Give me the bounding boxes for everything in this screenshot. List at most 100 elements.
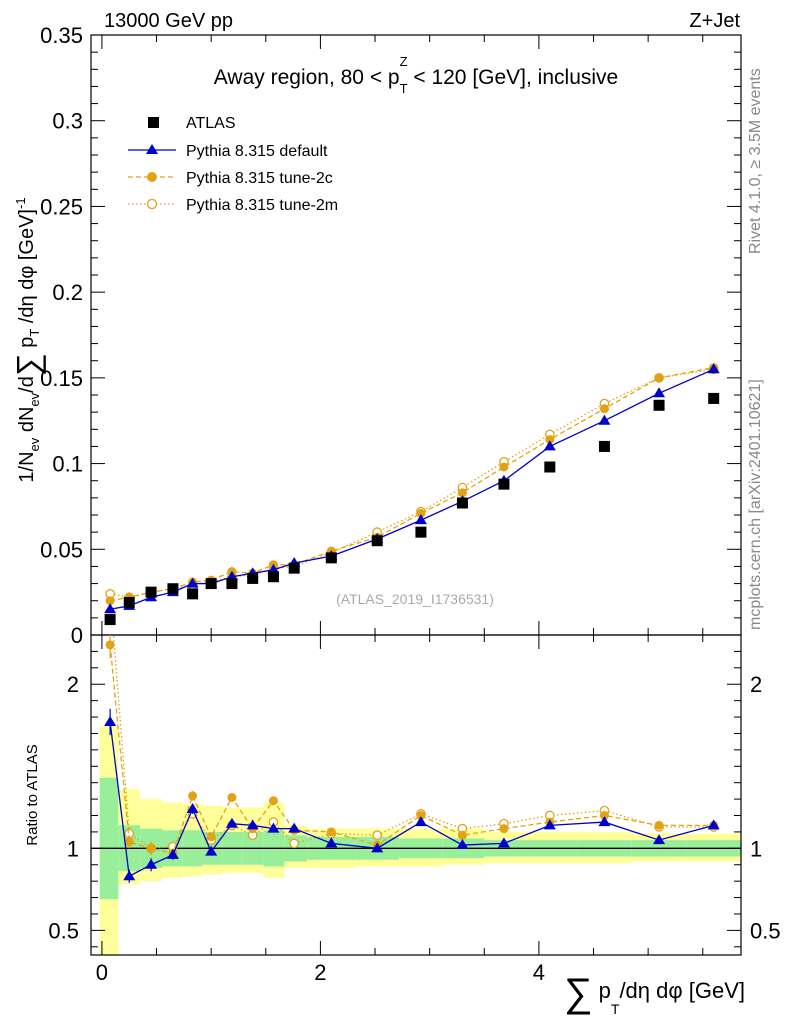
main-pythia-8-315-tune-2c-point — [416, 508, 426, 518]
main-pythia-8-315-tune-2c-point — [105, 596, 115, 606]
ratio-y-tick-label-right: 2 — [750, 672, 762, 697]
ratio-pythia-8-315-default-point — [325, 837, 338, 848]
ratio-pythia-8-315-default-point — [186, 802, 199, 813]
main-atlas-point — [123, 596, 135, 608]
x-tick-label: 4 — [533, 960, 545, 985]
main-y-tick-label: 0.05 — [40, 537, 83, 562]
ratio-y-tick-label-right: 0.5 — [750, 918, 781, 943]
legend-marker-tune-2c — [147, 172, 157, 182]
main-y-tick-label: 0.3 — [52, 109, 83, 134]
ratio-y-tick-label: 1 — [67, 836, 79, 861]
main-pythia-8-315-default-point — [543, 440, 556, 451]
main-atlas-point — [247, 572, 259, 584]
ratio-y-tick-label-right: 1 — [750, 836, 762, 861]
ratio-y-tick-label: 2 — [67, 672, 79, 697]
ratio-pythia-8-315-tune-2c-point — [654, 820, 664, 830]
main-atlas-point — [325, 552, 337, 564]
legend-marker-tune-2m — [146, 198, 158, 210]
main-atlas-point — [288, 562, 300, 574]
ratio-pythia-8-315-tune-2c-point — [268, 796, 278, 806]
ratio-pythia-8-315-default-point — [267, 822, 280, 833]
ratio-pythia-8-315-default-point — [123, 870, 136, 881]
main-plot-title: Away region, 80 < pTZ < 120 [GeV], inclu… — [214, 54, 618, 96]
ratio-pythia-8-315-tune-2c-point — [416, 811, 426, 821]
ratio-pythia-8-315-default-point — [246, 819, 259, 830]
ratio-pythia-8-315-tune-2c-point — [124, 837, 134, 847]
legend-marker-default — [146, 144, 158, 154]
ratio-series-layer — [104, 635, 720, 883]
ratio-pythia-8-315-tune-2c-point — [206, 832, 216, 842]
main-atlas-point — [708, 392, 720, 404]
main-y-tick-label: 0 — [71, 623, 83, 648]
ratio-pythia-8-315-tune-2c-point — [227, 792, 237, 802]
ratio-pythia-8-315-tune-2m-point — [372, 830, 383, 841]
ratio-pythia-8-315-tune-2c-point — [457, 830, 467, 840]
legend: ATLAS Pythia 8.315 default Pythia 8.315 … — [128, 115, 338, 214]
main-pythia-8-315-tune-2c-point — [599, 404, 609, 414]
legend-label-atlas: ATLAS — [186, 115, 236, 132]
process-label: Z+Jet — [689, 10, 740, 32]
main-pythia-8-315-default-point — [653, 387, 666, 398]
legend-label-tune-2c: Pythia 8.315 tune-2c — [186, 170, 333, 187]
analysis-watermark: (ATLAS_2019_I1736531) — [336, 591, 494, 607]
main-atlas-point — [498, 478, 510, 490]
main-pythia-8-315-default-point — [186, 577, 199, 588]
main-atlas-point — [104, 614, 116, 626]
ratio-pythia-8-315-default-point — [456, 839, 469, 850]
legend-label-default: Pythia 8.315 default — [186, 143, 328, 160]
ratio-pythia-8-315-default-point — [414, 816, 427, 827]
main-pythia-8-315-default-point — [414, 514, 427, 525]
ratio-y-axis-label: Ratio to ATLAS — [24, 744, 41, 845]
energy-label: 13000 GeV pp — [104, 10, 233, 32]
ratio-pythia-8-315-default-point — [653, 834, 666, 845]
main-y-tick-label: 0.35 — [40, 23, 83, 48]
main-pythia-8-315-tune-2m-line — [110, 368, 714, 598]
main-pythia-8-315-default-point — [598, 414, 611, 425]
ratio-pythia-8-315-default-point — [707, 819, 720, 830]
main-pythia-8-315-default-point — [104, 603, 117, 614]
main-y-tick-label: 0.25 — [40, 194, 83, 219]
main-atlas-point — [167, 583, 179, 595]
ratio-plot-frame — [90, 634, 742, 956]
main-y-tick-label: 0.1 — [52, 452, 83, 477]
ratio-pythia-8-315-default-point — [225, 817, 238, 828]
ratio-pythia-8-315-default-point — [371, 842, 384, 853]
main-series-layer — [104, 363, 720, 626]
main-pythia-8-315-default-point — [707, 363, 720, 374]
main-y-tick-label: 0.15 — [40, 366, 83, 391]
legend-label-tune-2m: Pythia 8.315 tune-2m — [186, 197, 338, 214]
main-atlas-point — [226, 578, 238, 590]
main-pythia-8-315-tune-2c-point — [457, 488, 467, 498]
main-pythia-8-315-tune-2c-line — [110, 366, 714, 602]
main-atlas-point — [145, 586, 157, 598]
axis-ticks: 0 2 4 0 0.05 0.1 0.15 0.2 0.25 0.3 0.35 0.5 0.5 1 1 2 2 — [40, 23, 780, 985]
ratio-pythia-8-315-tune-2c-point — [599, 811, 609, 821]
ratio-pythia-8-315-default-point — [205, 845, 218, 856]
ratio-pythia-8-315-default-point — [598, 816, 611, 827]
ratio-pythia-8-315-tune-2c-point — [105, 640, 115, 650]
ratio-pythia-8-315-default-point — [543, 819, 556, 830]
ratio-pythia-8-315-tune-2c-point — [188, 791, 198, 801]
rivet-version-label: Rivet 4.1.0, ≥ 3.5M events — [747, 68, 764, 254]
x-axis-label: ∑ pT/dη dφ [GeV] — [564, 971, 745, 1017]
main-atlas-point — [267, 571, 279, 583]
main-atlas-point — [598, 440, 610, 452]
main-atlas-point — [456, 497, 468, 509]
main-y-axis-label: 1/Nev dNev/d∑ pT /dη dφ [GeV]-1 — [10, 197, 46, 482]
ratio-uncertainty-bands — [91, 726, 741, 955]
main-pythia-8-315-tune-2c-point — [654, 373, 664, 383]
main-atlas-point — [371, 535, 383, 547]
mcplots-label: mcplots.cern.ch [arXiv:2401.10621] — [747, 379, 764, 630]
ratio-pythia-8-315-tune-2m-point — [289, 838, 300, 849]
main-y-tick-label: 0.2 — [52, 280, 83, 305]
main-atlas-point — [187, 588, 199, 600]
ratio-pythia-8-315-tune-2c-point — [326, 827, 336, 837]
ratio-pythia-8-315-default-point — [288, 822, 301, 833]
main-pythia-8-315-tune-2c-point — [499, 462, 509, 472]
main-atlas-point — [205, 578, 217, 590]
band-inner-bin — [99, 777, 119, 900]
main-atlas-point — [415, 526, 427, 538]
ratio-pythia-8-315-default-point — [104, 715, 117, 726]
main-pythia-8-315-default-line — [110, 368, 714, 610]
